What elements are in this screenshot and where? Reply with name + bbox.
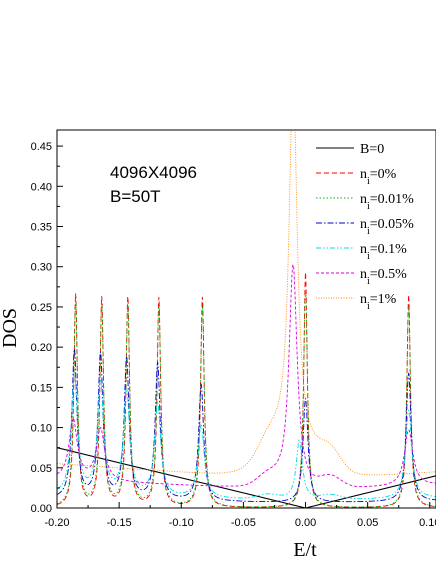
series-line bbox=[57, 290, 436, 508]
y-tick-label: 0.00 bbox=[31, 503, 52, 515]
annotation-field: B=50T bbox=[110, 187, 161, 206]
axes: -0.20 -0.15 -0.10 -0.05 0.00 0.05 0.10 0.00 0.05… bbox=[31, 141, 436, 529]
series-line bbox=[57, 348, 436, 503]
legend-label: ni=1% bbox=[360, 292, 397, 312]
y-axis-label: DOS bbox=[0, 308, 21, 348]
annotation-size: 4096X4096 bbox=[110, 163, 197, 182]
legend-label: B=0 bbox=[360, 142, 384, 157]
x-tick-label: -0.20 bbox=[44, 517, 69, 529]
series-line bbox=[57, 272, 436, 508]
series-line bbox=[57, 130, 436, 476]
legend-label: ni=0.01% bbox=[360, 192, 414, 212]
series-line bbox=[57, 371, 436, 500]
x-axis-label: E/t bbox=[293, 539, 317, 561]
x-tick-label: -0.05 bbox=[231, 517, 256, 529]
y-tick-label: 0.20 bbox=[31, 342, 52, 354]
y-tick-label: 0.05 bbox=[31, 463, 52, 475]
y-tick-label: 0.10 bbox=[31, 423, 52, 435]
plot-frame bbox=[56, 129, 436, 509]
y-tick-label: 0.45 bbox=[31, 141, 52, 153]
legend-label: ni=0.5% bbox=[360, 267, 407, 287]
series-line bbox=[57, 447, 436, 508]
x-tick-label: 0.05 bbox=[357, 517, 378, 529]
y-tick-label: 0.30 bbox=[31, 262, 52, 274]
y-tick-label: 0.35 bbox=[31, 222, 52, 234]
series-line bbox=[57, 263, 436, 488]
x-tick-label: 0.10 bbox=[419, 517, 436, 529]
legend-label: ni=0% bbox=[360, 167, 397, 187]
y-tick-label: 0.25 bbox=[31, 302, 52, 314]
y-tick-label: 0.15 bbox=[31, 382, 52, 394]
x-tick-label: -0.10 bbox=[169, 517, 194, 529]
x-tick-label: 0.00 bbox=[295, 517, 316, 529]
series-layer bbox=[57, 130, 436, 508]
legend-label: ni=0.05% bbox=[360, 217, 414, 237]
x-tick-label: -0.15 bbox=[107, 517, 132, 529]
legend-label: ni=0.1% bbox=[360, 242, 407, 262]
legend: B=0 ni=0% ni=0.01% ni=0.05% ni=0.1% ni=0.5% ni… bbox=[316, 142, 414, 312]
y-tick-label: 0.40 bbox=[31, 181, 52, 193]
